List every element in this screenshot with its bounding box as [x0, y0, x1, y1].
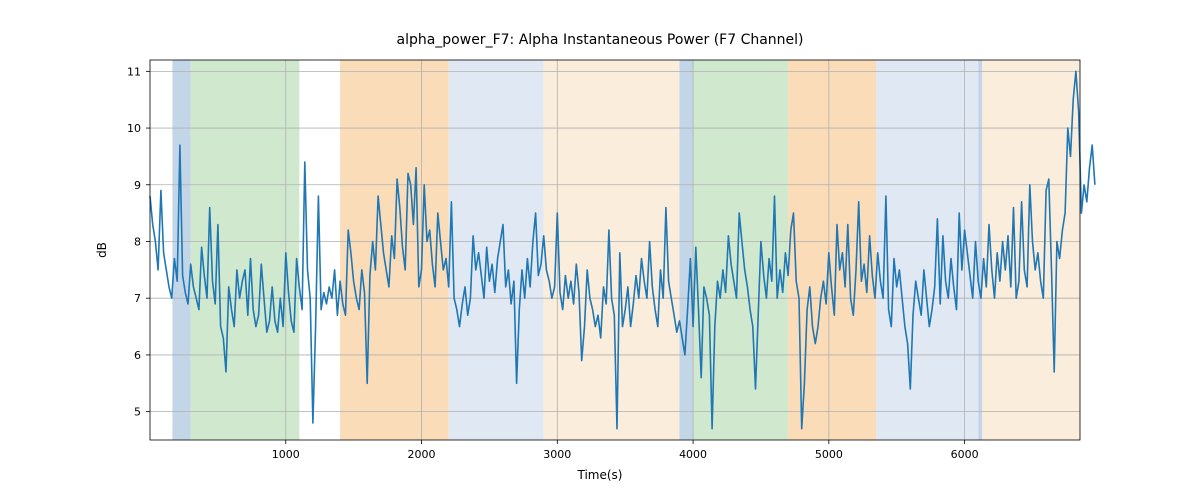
x-tick-label: 3000 — [543, 448, 571, 461]
y-tick-label: 8 — [134, 235, 141, 248]
shaded-region — [191, 60, 300, 440]
y-tick-label: 6 — [134, 349, 141, 362]
shaded-region — [679, 60, 693, 440]
shaded-region — [612, 60, 680, 440]
line-chart: 1000 2000 3000 4000 5000 6000 5 6 7 8 9 10 11 — [0, 0, 1200, 500]
y-tick-label: 11 — [127, 65, 141, 78]
shaded-region — [982, 60, 1080, 440]
x-tick-label: 5000 — [815, 448, 843, 461]
y-tick-label: 5 — [134, 406, 141, 419]
x-axis-label: Time(s) — [0, 468, 1200, 482]
y-tick-label: 9 — [134, 179, 141, 192]
y-tick-label: 7 — [134, 292, 141, 305]
shaded-region — [449, 60, 544, 440]
shaded-region — [544, 60, 612, 440]
x-tick-label: 4000 — [679, 448, 707, 461]
x-tick-label: 1000 — [272, 448, 300, 461]
y-axis-label: dB — [95, 242, 109, 258]
y-tick-label: 10 — [127, 122, 141, 135]
x-tick-label: 2000 — [408, 448, 436, 461]
x-tick-label: 6000 — [951, 448, 979, 461]
shaded-region — [978, 60, 982, 440]
chart-container: 1000 2000 3000 4000 5000 6000 5 6 7 8 9 10 11 alpha_… — [0, 0, 1200, 500]
chart-title: alpha_power_F7: Alpha Instantaneous Powe… — [0, 32, 1200, 48]
shaded-region — [693, 60, 788, 440]
